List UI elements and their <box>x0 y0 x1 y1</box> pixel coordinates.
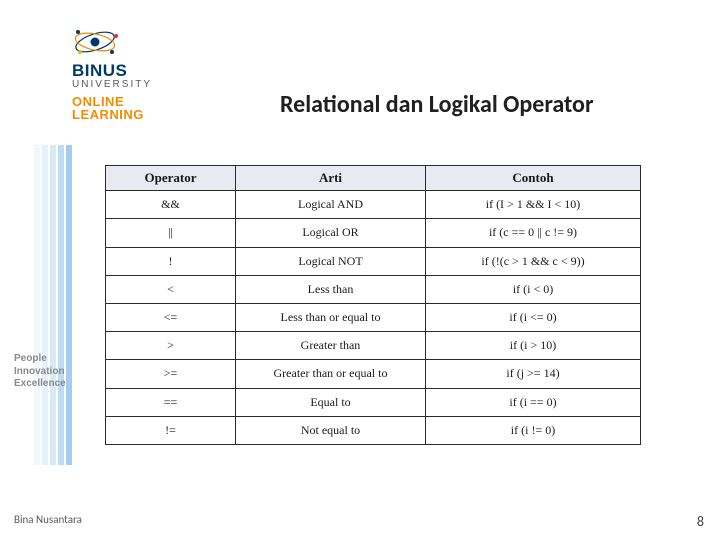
table-cell: ! <box>106 247 236 275</box>
table-cell: if (j >= 14) <box>426 360 641 388</box>
tagline-line: People <box>14 353 66 366</box>
table-cell: Greater than <box>236 332 426 360</box>
table-row: ||Logical ORif (c == 0 || c != 9) <box>106 219 641 247</box>
table-cell: Logical AND <box>236 191 426 219</box>
table-cell: Logical NOT <box>236 247 426 275</box>
table-row: <Less thanif (i < 0) <box>106 275 641 303</box>
table-cell: if (i != 0) <box>426 416 641 444</box>
page-number: 8 <box>697 513 704 530</box>
logo-text-learning: LEARNING <box>72 108 232 121</box>
table-cell: if (i <= 0) <box>426 304 641 332</box>
slide-title: Relational dan Logikal Operator <box>280 90 593 119</box>
operator-table: Operator Arti Contoh &&Logical ANDif (I … <box>105 165 640 445</box>
table-row: ==Equal toif (i == 0) <box>106 388 641 416</box>
logo-block: BINUS UNIVERSITY ONLINE LEARNING <box>72 22 232 121</box>
table-cell: > <box>106 332 236 360</box>
table-row: &&Logical ANDif (I > 1 && I < 10) <box>106 191 641 219</box>
logo-icon <box>72 22 122 60</box>
table-row: !=Not equal toif (i != 0) <box>106 416 641 444</box>
table-row: >=Greater than or equal toif (j >= 14) <box>106 360 641 388</box>
table-cell: >= <box>106 360 236 388</box>
table-cell: Logical OR <box>236 219 426 247</box>
side-tagline: People Innovation Excellence <box>14 353 66 391</box>
table-cell: Not equal to <box>236 416 426 444</box>
table-cell: Less than or equal to <box>236 304 426 332</box>
table-cell: <= <box>106 304 236 332</box>
table-cell: < <box>106 275 236 303</box>
table-cell: if (i < 0) <box>426 275 641 303</box>
table-header-row: Operator Arti Contoh <box>106 166 641 191</box>
table-cell: if (!(c > 1 && c < 9)) <box>426 247 641 275</box>
table-cell: || <box>106 219 236 247</box>
table-cell: && <box>106 191 236 219</box>
table-cell: if (c == 0 || c != 9) <box>426 219 641 247</box>
footer-author: Bina Nusantara <box>14 513 82 526</box>
tagline-line: Excellence <box>14 378 66 391</box>
table-cell: if (I > 1 && I < 10) <box>426 191 641 219</box>
side-stripe <box>0 145 76 465</box>
logo-text-university: UNIVERSITY <box>72 79 232 90</box>
table-cell: if (i == 0) <box>426 388 641 416</box>
table-cell: Greater than or equal to <box>236 360 426 388</box>
table-row: !Logical NOTif (!(c > 1 && c < 9)) <box>106 247 641 275</box>
table-row: <=Less than or equal toif (i <= 0) <box>106 304 641 332</box>
table-cell: if (i > 10) <box>426 332 641 360</box>
col-header-operator: Operator <box>106 166 236 191</box>
table-row: >Greater thanif (i > 10) <box>106 332 641 360</box>
table-cell: Equal to <box>236 388 426 416</box>
col-header-contoh: Contoh <box>426 166 641 191</box>
logo-text-binus: BINUS <box>72 62 232 79</box>
table-cell: Less than <box>236 275 426 303</box>
tagline-line: Innovation <box>14 366 66 379</box>
col-header-arti: Arti <box>236 166 426 191</box>
table-cell: != <box>106 416 236 444</box>
decorative-bars <box>0 145 76 465</box>
table-cell: == <box>106 388 236 416</box>
